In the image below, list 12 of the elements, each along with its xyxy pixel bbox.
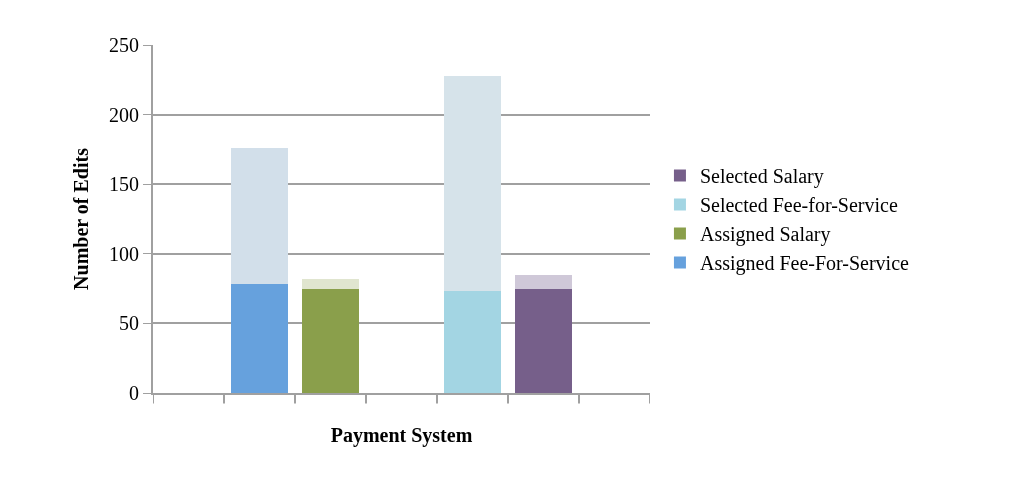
legend-label: Selected Salary bbox=[699, 165, 824, 189]
y-tick-label: 250 bbox=[109, 34, 139, 56]
y-tick-label: 100 bbox=[109, 242, 139, 265]
x-axis-title: Payment System bbox=[330, 424, 473, 447]
legend-label: Assigned Salary bbox=[699, 223, 831, 247]
y-tick-label: 150 bbox=[109, 173, 139, 196]
y-tick-label: 200 bbox=[109, 103, 139, 126]
y-axis-title: Number of Edits bbox=[70, 147, 92, 290]
legend-label: Assigned Fee-For-Service bbox=[699, 252, 910, 276]
y-tick-label: 50 bbox=[119, 312, 139, 335]
y-tick-label: 0 bbox=[129, 382, 139, 404]
legend-label: Selected Fee-for-Service bbox=[699, 194, 898, 217]
